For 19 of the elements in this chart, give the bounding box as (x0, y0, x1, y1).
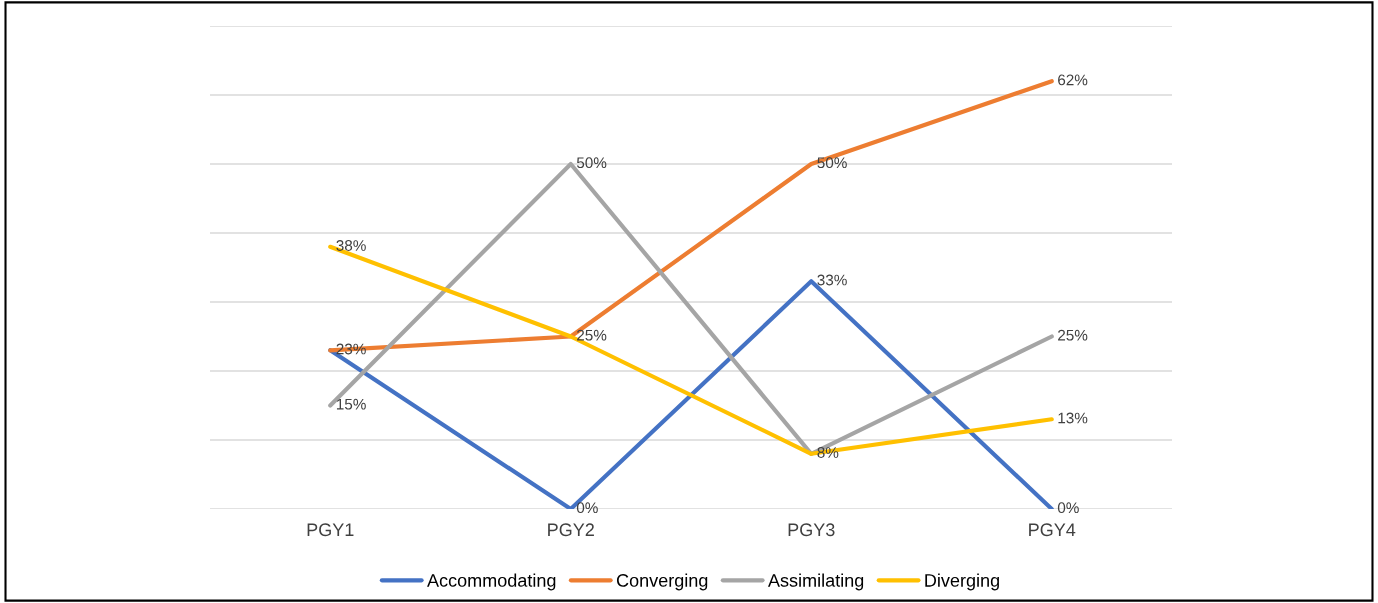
data-label: 13% (1058, 412, 1088, 424)
data-label: 50% (576, 157, 607, 169)
legend-label: Converging (616, 573, 708, 591)
legend-label: Diverging (925, 573, 999, 591)
x-tick-label: PGY1 (307, 523, 354, 537)
x-tick-label: PGY2 (548, 523, 594, 537)
legend-label: Assimilating (768, 573, 864, 591)
data-label: 0% (1057, 502, 1079, 514)
data-label: 38% (336, 240, 366, 251)
data-label: 50% (817, 157, 847, 169)
data-label: 62% (1058, 74, 1088, 86)
data-label: 15% (336, 398, 366, 410)
data-label: 25% (577, 329, 607, 341)
data-label: 33% (817, 274, 847, 286)
data-label: 25% (1058, 329, 1088, 341)
data-label: 0% (576, 502, 598, 514)
x-tick-label: PGY3 (788, 523, 835, 537)
x-tick-label: PGY4 (1029, 523, 1076, 537)
legend-label: Accommodating (427, 573, 556, 591)
